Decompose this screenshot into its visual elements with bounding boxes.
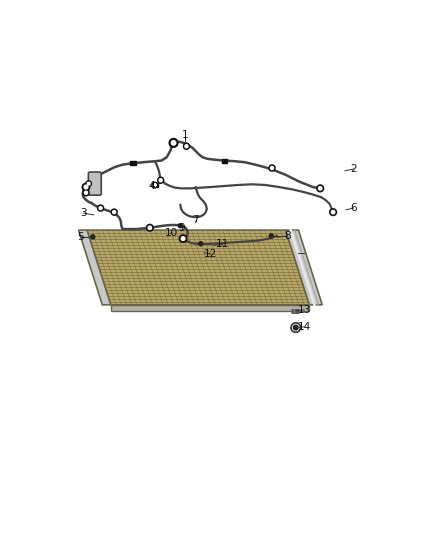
Circle shape — [113, 211, 116, 214]
Circle shape — [169, 139, 178, 147]
Polygon shape — [286, 230, 322, 305]
Text: 13: 13 — [297, 305, 311, 315]
Text: 10: 10 — [165, 228, 178, 238]
Bar — [130, 161, 135, 165]
Circle shape — [171, 141, 176, 145]
Circle shape — [154, 184, 156, 187]
FancyBboxPatch shape — [88, 172, 101, 195]
Circle shape — [146, 224, 153, 231]
Polygon shape — [87, 230, 309, 305]
Circle shape — [152, 182, 158, 188]
Circle shape — [184, 143, 190, 149]
Text: 2: 2 — [350, 164, 357, 174]
Circle shape — [91, 235, 95, 239]
Circle shape — [85, 191, 88, 195]
Circle shape — [269, 165, 275, 171]
Circle shape — [271, 166, 273, 169]
Circle shape — [84, 185, 88, 189]
Text: 6: 6 — [350, 203, 357, 213]
Circle shape — [318, 187, 322, 190]
Text: 12: 12 — [204, 249, 218, 259]
Circle shape — [158, 177, 164, 183]
Text: 1: 1 — [182, 130, 189, 140]
Circle shape — [87, 182, 90, 185]
Circle shape — [269, 234, 273, 238]
Text: 9: 9 — [179, 223, 185, 233]
Polygon shape — [111, 305, 309, 311]
Text: 14: 14 — [297, 322, 311, 332]
Polygon shape — [78, 230, 111, 305]
Bar — [222, 159, 227, 163]
Circle shape — [83, 190, 89, 196]
Circle shape — [178, 224, 182, 228]
Circle shape — [185, 145, 188, 148]
Circle shape — [199, 241, 203, 246]
Circle shape — [317, 185, 324, 192]
Bar — [152, 183, 158, 188]
Circle shape — [159, 179, 162, 182]
Circle shape — [179, 235, 187, 243]
Circle shape — [181, 237, 185, 240]
Circle shape — [82, 183, 90, 191]
Circle shape — [293, 325, 298, 330]
Circle shape — [111, 209, 117, 215]
Text: 4: 4 — [148, 181, 155, 191]
Text: 8: 8 — [284, 231, 290, 241]
Circle shape — [98, 205, 104, 211]
Circle shape — [148, 226, 152, 229]
Text: 5: 5 — [77, 232, 84, 242]
Circle shape — [86, 181, 92, 187]
Text: 11: 11 — [216, 239, 230, 249]
Circle shape — [332, 211, 335, 214]
Circle shape — [99, 206, 102, 209]
Text: 3: 3 — [80, 208, 87, 218]
Text: 7: 7 — [192, 215, 199, 225]
Circle shape — [330, 209, 336, 215]
